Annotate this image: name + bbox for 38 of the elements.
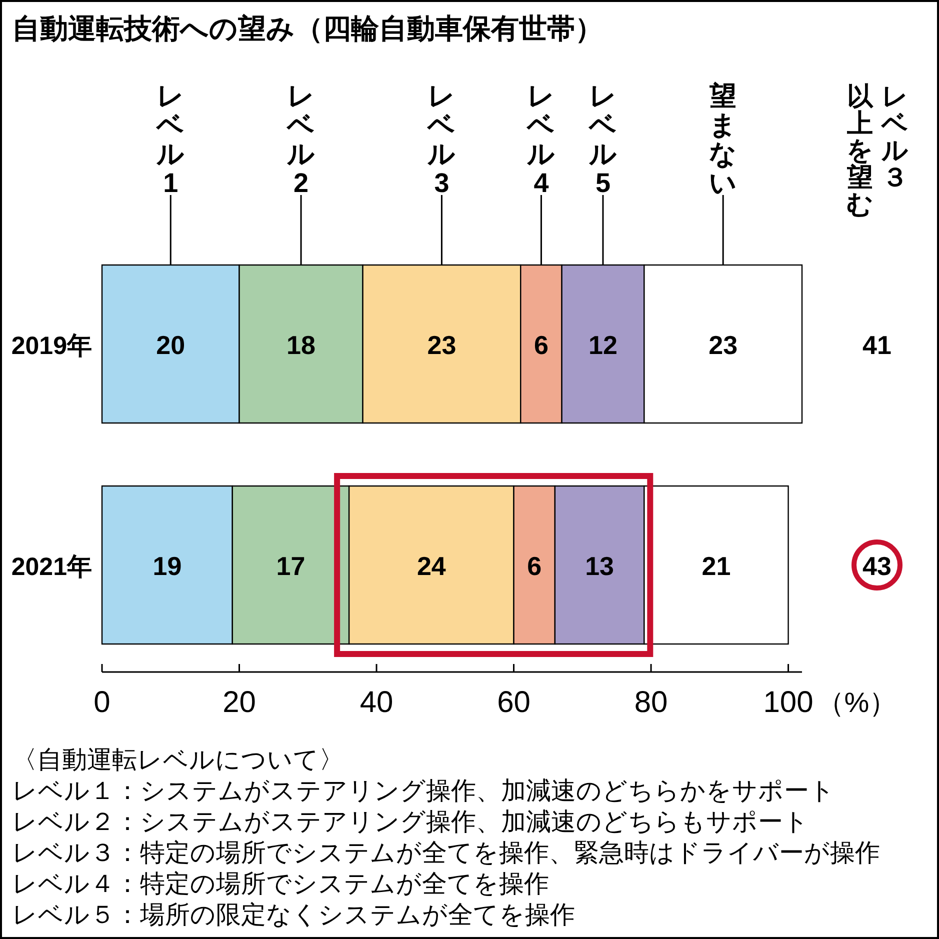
data-label: 20 [156,330,186,360]
data-label: 23 [427,330,456,360]
x-tick-label: 80 [634,686,668,719]
data-label: 24 [416,551,446,581]
text: 〈自動運転レベルについて〉 [12,746,344,774]
x-tick-label: 20 [222,686,256,719]
x-tick-label: 100 [763,686,814,719]
data-label: 17 [276,551,306,581]
text: 以上を望む [846,81,874,219]
text: レベル3 [426,81,456,198]
x-axis-title: （%） [816,687,898,718]
data-label: 23 [708,330,738,360]
text: 望まない [708,81,738,198]
x-tick-label: 40 [360,686,394,719]
x-tick-label: 0 [94,686,110,719]
data-label: 12 [588,330,618,360]
data-label: 19 [152,551,182,581]
text: レベル５：場所の限定なくシステムが全てを操作 [12,901,575,929]
text: レベル2 [286,81,316,198]
y-tick-label: 2021年 [11,553,92,581]
data-label: 13 [585,551,614,581]
data-label: 18 [286,330,316,360]
text: 43 [862,551,892,581]
text: レベル１：システムがステアリング操作、加減速のどちらかをサポート [12,777,835,805]
y-tick-label: 2019年 [11,332,92,360]
data-label: 21 [702,551,731,581]
data-label: 6 [527,551,542,581]
text: レベル２：システムがステアリング操作、加減速のどちらもサポート [12,808,809,836]
text: レベル３：特定の場所でシステムが全てを操作、緊急時はドライバーが操作 [12,839,880,867]
text: 41 [862,330,892,360]
text: レベル３ [880,81,908,192]
text: レベル4 [526,81,556,198]
x-tick-label: 60 [497,686,530,719]
data-label: 6 [534,330,548,360]
text: レベル1 [156,81,185,198]
text: レベル４：特定の場所でシステムが全てを操作 [12,870,549,898]
chart-title: 自動運転技術への望み（四輪自動車保有世帯） [12,13,603,44]
text: レベル5 [588,81,617,198]
